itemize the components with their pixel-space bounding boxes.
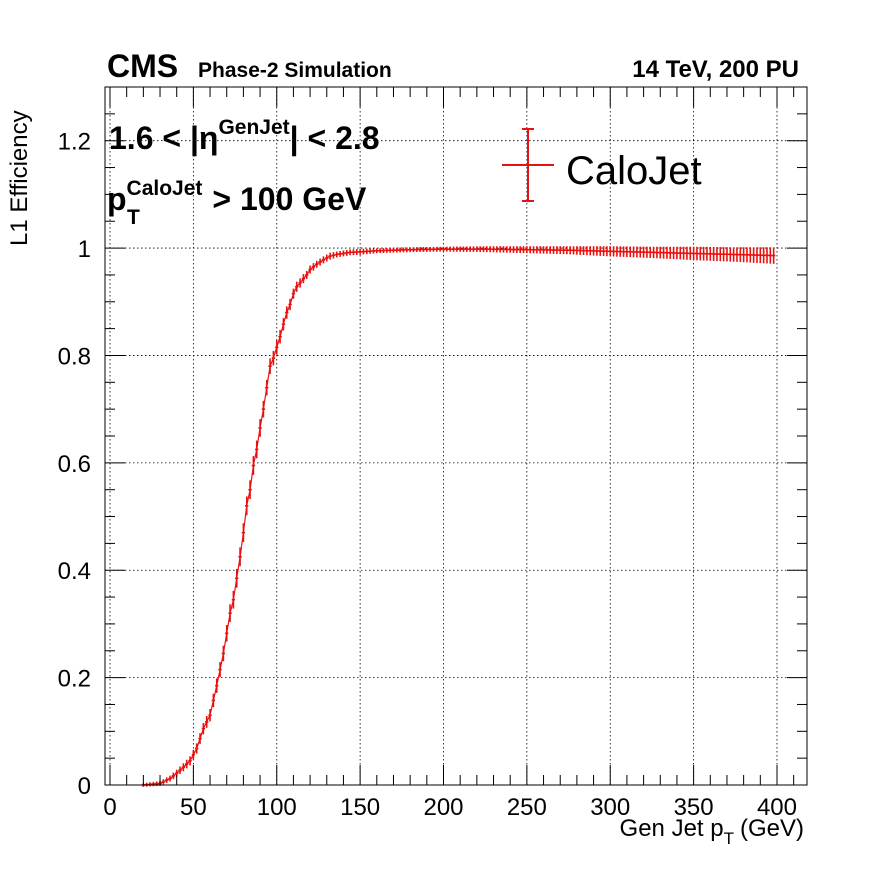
y-tick-label: 1.2	[58, 129, 91, 156]
x-axis-title-unit: (GeV)	[740, 815, 804, 842]
plot-area	[105, 87, 807, 785]
pt-cut-value: > 100 GeV	[212, 181, 367, 217]
x-axis-title: Gen Jet pT (GeV)	[620, 815, 804, 848]
x-tick-label: 100	[257, 794, 297, 821]
x-tick-label: 300	[590, 794, 630, 821]
y-tick-label: 0.4	[58, 558, 91, 585]
x-tick-label: 150	[340, 794, 380, 821]
x-tick-label: 250	[507, 794, 547, 821]
y-tick-label: 0.6	[58, 451, 91, 478]
x-tick-label: 350	[674, 794, 714, 821]
pt-cut-subscript: T	[127, 206, 140, 229]
series-line	[143, 248, 774, 786]
pt-cut-label: pCaloJet > 100 GeV	[107, 177, 367, 217]
x-tick-label: 400	[757, 794, 797, 821]
x-tick-label: 50	[180, 794, 207, 821]
conditions-label: 14 TeV, 200 PU	[632, 56, 799, 83]
y-tick-label: 1	[78, 236, 91, 263]
simulation-label: Phase-2 Simulation	[198, 59, 392, 82]
y-tick-label: 0	[78, 773, 91, 800]
y-axis-title: L1 Efficiency	[6, 110, 33, 246]
x-axis-ticks: 0 50 100 150 200 250 300 350 400	[103, 87, 797, 821]
pt-cut-main: p	[107, 181, 127, 217]
legend: CaloJet	[502, 128, 702, 202]
y-axis-ticks: 0 0.2 0.4 0.6 0.8 1 1.2	[58, 113, 807, 800]
pt-cut-sup: CaloJet	[127, 177, 203, 200]
eta-range-label: 1.6 < |ηGenJet| < 2.8	[109, 116, 380, 156]
eta-range-low: 1.6 < |η	[109, 120, 218, 156]
eta-range-high: | < 2.8	[290, 120, 380, 156]
y-tick-label: 0.8	[58, 343, 91, 370]
experiment-label: CMS	[107, 48, 178, 84]
x-tick-label: 200	[423, 794, 463, 821]
y-tick-label: 0.2	[58, 666, 91, 693]
series-calojet	[141, 246, 776, 787]
x-tick-label: 0	[103, 794, 116, 821]
x-axis-title-main: Gen Jet p	[620, 815, 724, 842]
legend-entry-calojet: CaloJet	[566, 149, 702, 193]
x-axis-title-sub: T	[724, 829, 734, 848]
eta-range-sup: GenJet	[218, 116, 289, 139]
